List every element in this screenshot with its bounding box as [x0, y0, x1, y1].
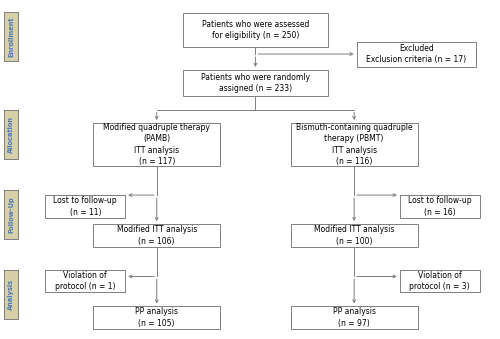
Text: Modified ITT analysis
(n = 106): Modified ITT analysis (n = 106) [116, 225, 197, 245]
FancyBboxPatch shape [94, 224, 220, 246]
Text: Patients who were randomly
assigned (n = 233): Patients who were randomly assigned (n =… [201, 73, 310, 93]
Text: Enrollment: Enrollment [8, 16, 14, 57]
FancyBboxPatch shape [46, 270, 126, 293]
Text: Analysis: Analysis [8, 279, 14, 310]
FancyBboxPatch shape [94, 123, 220, 166]
Text: Excluded
Exclusion criteria (n = 17): Excluded Exclusion criteria (n = 17) [366, 44, 466, 64]
Text: Modified ITT analysis
(n = 100): Modified ITT analysis (n = 100) [314, 225, 394, 245]
Text: PP analysis
(n = 105): PP analysis (n = 105) [135, 307, 178, 328]
Text: Allocation: Allocation [8, 116, 14, 153]
Text: Bismuth-containing quadruple
therapy (PBMT)
ITT analysis
(n = 116): Bismuth-containing quadruple therapy (PB… [296, 123, 412, 166]
FancyBboxPatch shape [290, 224, 418, 246]
FancyBboxPatch shape [400, 195, 479, 218]
FancyBboxPatch shape [400, 270, 479, 293]
Text: PP analysis
(n = 97): PP analysis (n = 97) [332, 307, 376, 328]
FancyBboxPatch shape [290, 123, 418, 166]
Text: Follow-Up: Follow-Up [8, 196, 14, 233]
Text: Violation of
protocol (n = 3): Violation of protocol (n = 3) [410, 271, 470, 291]
Text: Modified quadruple therapy
(PAMB)
ITT analysis
(n = 117): Modified quadruple therapy (PAMB) ITT an… [104, 123, 210, 166]
FancyBboxPatch shape [182, 70, 328, 96]
Text: Violation of
protocol (n = 1): Violation of protocol (n = 1) [55, 271, 116, 291]
FancyBboxPatch shape [94, 306, 220, 329]
Text: Patients who were assessed
for eligibility (n = 250): Patients who were assessed for eligibili… [202, 20, 309, 40]
FancyBboxPatch shape [182, 13, 328, 46]
FancyBboxPatch shape [46, 195, 126, 218]
FancyBboxPatch shape [356, 42, 476, 66]
Text: Lost to follow-up
(n = 16): Lost to follow-up (n = 16) [408, 196, 472, 217]
FancyBboxPatch shape [290, 306, 418, 329]
Text: Lost to follow-up
(n = 11): Lost to follow-up (n = 11) [54, 196, 117, 217]
